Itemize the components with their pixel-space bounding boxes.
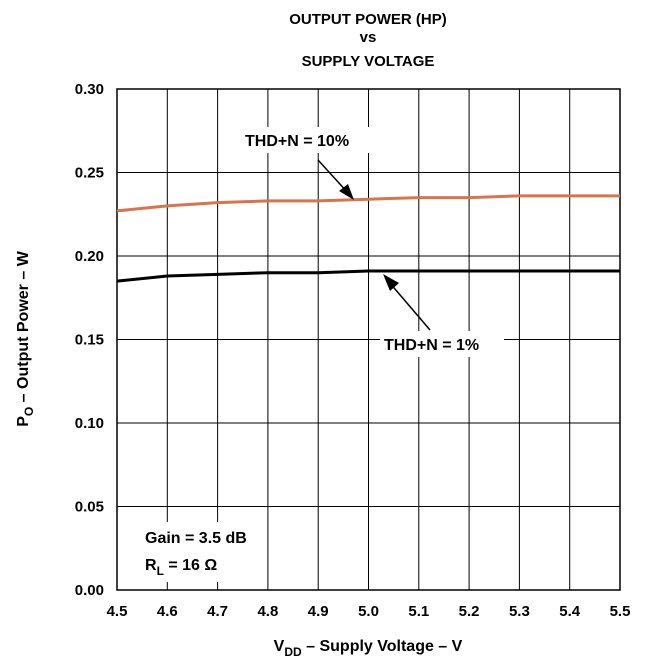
x-axis-label: VDD – Supply Voltage – V bbox=[274, 638, 463, 659]
y-axis-label: PO – Output Power – W bbox=[15, 250, 36, 426]
y-axis-label-base: P bbox=[15, 416, 32, 427]
x-tick-label: 5.4 bbox=[559, 603, 581, 620]
y-tick-label: 0.20 bbox=[75, 248, 104, 265]
x-tick-label: 5.2 bbox=[459, 603, 480, 620]
x-tick-label: 4.8 bbox=[257, 603, 278, 620]
gain-annotation: Gain = 3.5 dB bbox=[145, 530, 247, 547]
chart-title: OUTPUT POWER (HP) vs SUPPLY VOLTAGE bbox=[289, 11, 447, 70]
x-tick-label: 4.5 bbox=[107, 603, 128, 620]
y-tick-label: 0.25 bbox=[75, 165, 104, 182]
chart-title-line-3: SUPPLY VOLTAGE bbox=[302, 53, 435, 70]
y-tick-label: 0.10 bbox=[75, 415, 104, 432]
series-line-thd-1 bbox=[116, 269, 620, 283]
load-rest: = 16 Ω bbox=[164, 557, 217, 574]
plot-frame bbox=[116, 88, 621, 591]
x-tick-label: 5.0 bbox=[358, 603, 379, 620]
conditions-annotation: Gain = 3.5 dB RL = 16 Ω bbox=[140, 522, 250, 582]
series-label-thd-1: THD+N = 1% bbox=[380, 331, 504, 357]
series-line-thd-10 bbox=[116, 194, 620, 213]
load-subscript: L bbox=[157, 564, 164, 578]
chart-title-line-2: vs bbox=[360, 29, 377, 46]
y-tick-label: 0.15 bbox=[75, 332, 104, 349]
x-tick-label: 5.1 bbox=[408, 603, 429, 620]
y-tick-label: 0.30 bbox=[75, 81, 104, 98]
load-annotation: RL = 16 Ω bbox=[145, 557, 217, 578]
y-tick-label: 0.00 bbox=[75, 582, 104, 599]
x-axis-label-subscript: DD bbox=[284, 645, 302, 659]
arrow-head bbox=[383, 274, 399, 291]
x-tick-label: 5.3 bbox=[509, 603, 530, 620]
x-axis-label-rest: – Supply Voltage – V bbox=[302, 638, 463, 655]
x-tick-labels: 4.5 4.6 4.7 4.8 4.9 5.0 5.1 5.2 5.3 5.4 5.5 bbox=[107, 603, 631, 620]
series-label-text: THD+N = 1% bbox=[384, 337, 479, 354]
x-tick-label: 5.5 bbox=[610, 603, 631, 620]
y-axis-label-rest: – Output Power – W bbox=[15, 250, 32, 406]
x-axis-label-base: V bbox=[274, 638, 285, 655]
x-tick-label: 4.7 bbox=[207, 603, 228, 620]
label-background bbox=[242, 127, 376, 153]
chart-title-line-1: OUTPUT POWER (HP) bbox=[289, 11, 447, 28]
y-tick-label: 0.05 bbox=[75, 499, 104, 516]
y-axis-label-subscript: O bbox=[22, 407, 36, 416]
series-group bbox=[116, 194, 620, 283]
load-base: R bbox=[145, 557, 157, 574]
label-background bbox=[380, 331, 504, 357]
arrow-shaft bbox=[388, 281, 431, 331]
x-tick-label: 4.9 bbox=[308, 603, 329, 620]
arrow-head bbox=[339, 184, 354, 200]
conditions-background bbox=[140, 522, 250, 582]
series-label-thd-10: THD+N = 10% bbox=[242, 127, 376, 153]
x-tick-label: 4.6 bbox=[157, 603, 178, 620]
series-label-text: THD+N = 10% bbox=[245, 133, 349, 150]
y-tick-labels: 0.00 0.05 0.10 0.15 0.20 0.25 0.30 bbox=[75, 81, 104, 599]
pointer-arrow-thd-1 bbox=[383, 274, 431, 331]
grid bbox=[116, 88, 621, 591]
pointer-arrow-thd-10 bbox=[317, 159, 354, 200]
